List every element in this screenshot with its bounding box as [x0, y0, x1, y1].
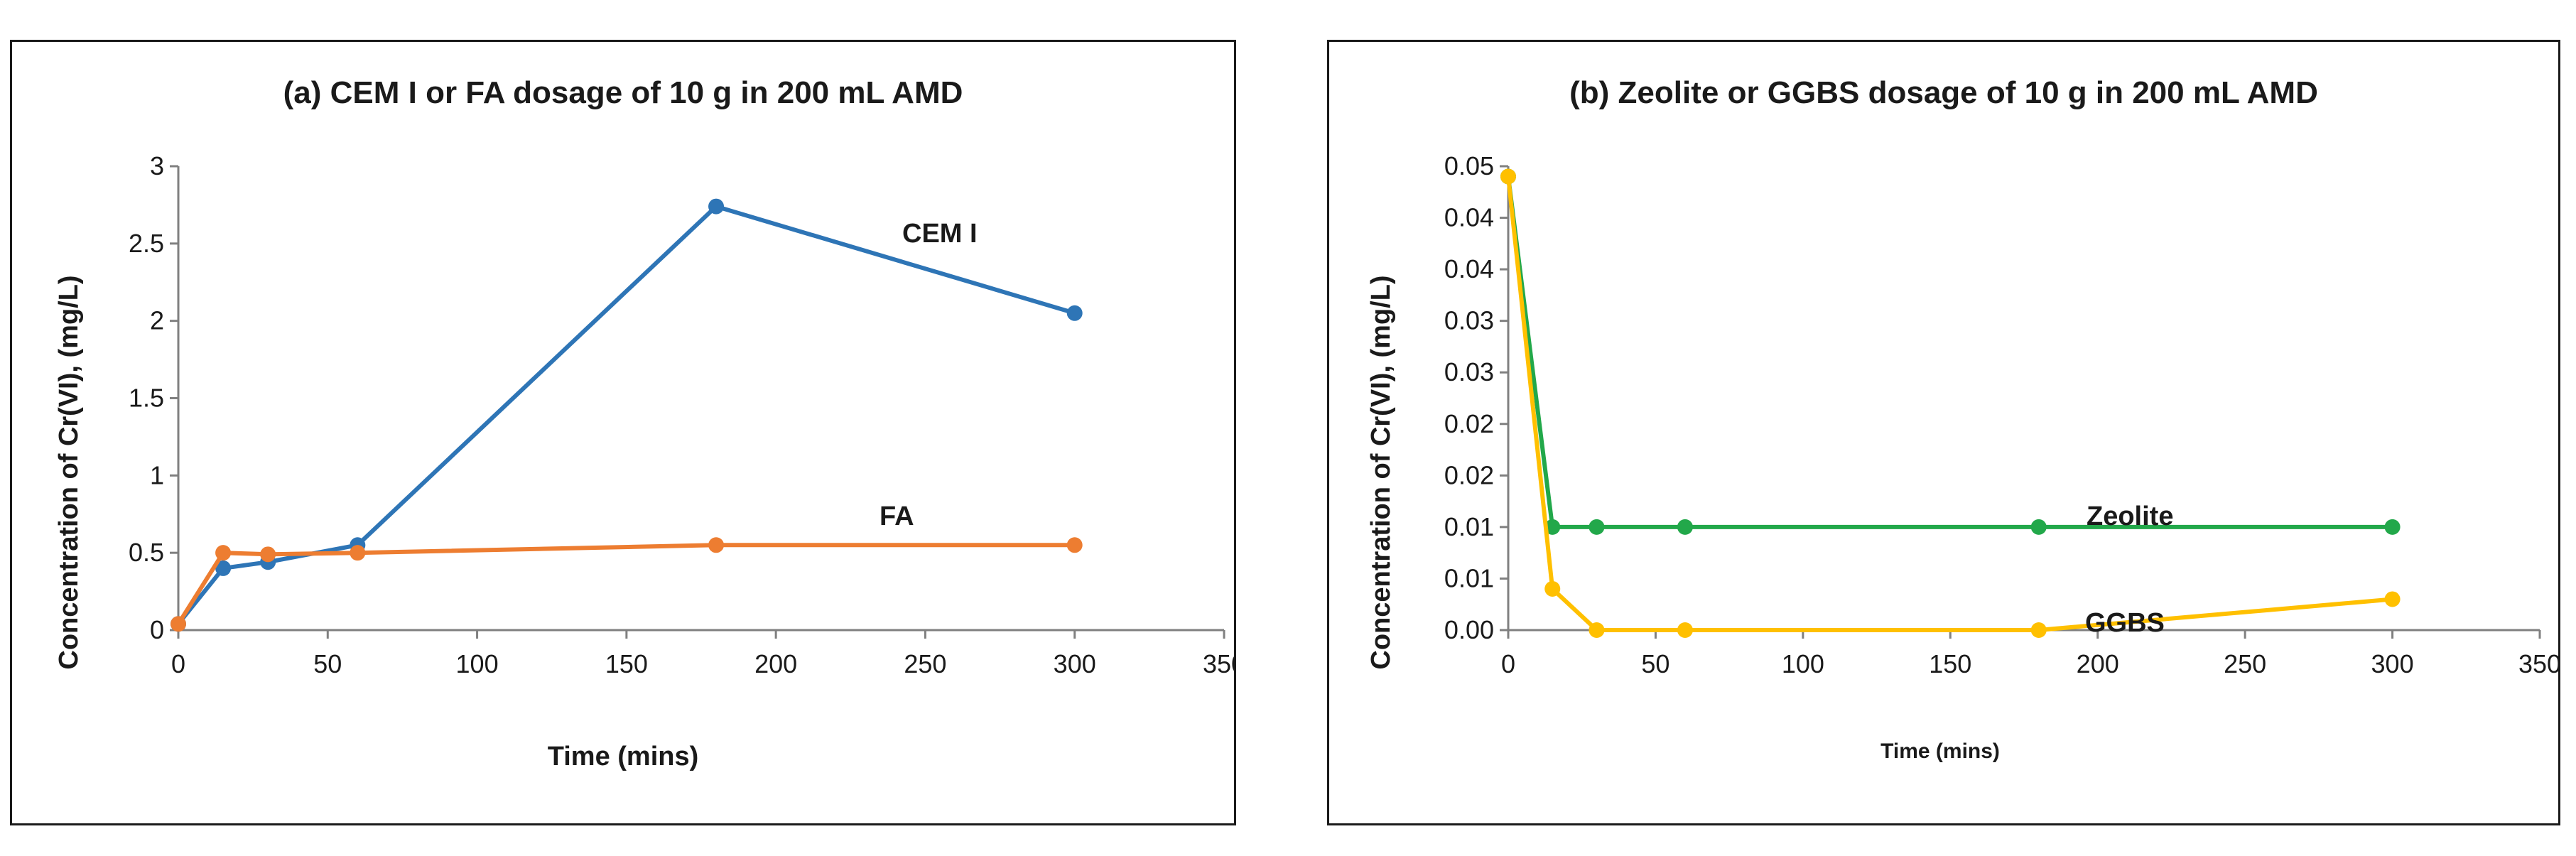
data-point-fa — [260, 546, 276, 563]
data-point-fa — [171, 616, 186, 632]
x-tick-label: 0 — [1501, 649, 1515, 678]
x-tick-label: 300 — [1054, 649, 1096, 678]
data-point-ggbs — [2384, 591, 2401, 607]
chart-a-x-axis-label: Time (mins) — [548, 742, 699, 771]
y-tick-label: 1.5 — [129, 384, 164, 413]
data-point-ggbs — [2030, 622, 2047, 638]
data-point-ggbs — [1677, 622, 1693, 638]
x-tick-label: 300 — [2371, 649, 2414, 678]
data-point-fa — [708, 537, 725, 553]
series-label-fa: FA — [880, 502, 914, 531]
data-point-zeolite — [2384, 519, 2401, 535]
data-point-ggbs — [1544, 580, 1561, 597]
y-tick-label: 0.01 — [1444, 512, 1494, 541]
chart-b-y-axis-label: Concentration of Cr(VI), (mg/L) — [1366, 275, 1396, 669]
data-point-fa — [215, 545, 232, 561]
x-tick-label: 350 — [1203, 649, 1234, 678]
x-tick-label: 250 — [904, 649, 946, 678]
y-tick-label: 3 — [150, 151, 164, 180]
chart-b-title: (b) Zeolite or GGBS dosage of 10 g in 20… — [1569, 75, 2318, 110]
y-tick-label: 0.01 — [1444, 563, 1494, 592]
series-line-cem-i — [176, 204, 1076, 626]
x-tick-label: 100 — [456, 649, 499, 678]
chart-b-x-axis: 0 50 100 150 200 250 300 350 — [1501, 629, 2558, 678]
y-tick-label: 0.02 — [1444, 409, 1494, 438]
chart-panel-a: (a) CEM I or FA dosage of 10 g in 200 mL… — [10, 40, 1236, 825]
data-point-cem-i — [708, 198, 725, 215]
y-tick-label: 0.03 — [1444, 306, 1494, 335]
chart-b-canvas: (b) Zeolite or GGBS dosage of 10 g in 20… — [1366, 75, 2558, 763]
data-point-ggbs — [1500, 168, 1516, 185]
x-tick-label: 50 — [1641, 649, 1669, 678]
y-tick-label: 0.05 — [1444, 151, 1494, 180]
chart-b-x-axis-label: Time (mins) — [1880, 739, 2000, 763]
data-point-ggbs — [1589, 622, 1605, 638]
chart-b-series-group — [1500, 168, 2401, 638]
chart-b-y-axis: 0.00 0.01 0.01 0.02 0.02 0.03 0.03 0.04 0.04 0.05 — [1444, 151, 1510, 644]
data-point-fa — [1066, 537, 1083, 553]
series-label-cem-i: CEM I — [902, 219, 978, 249]
y-tick-label: 1 — [150, 460, 164, 489]
data-point-zeolite — [1589, 519, 1605, 535]
chart-a-x-axis: 0 50 100 150 200 250 300 350 — [171, 629, 1234, 678]
x-tick-label: 100 — [1782, 649, 1824, 678]
series-line-zeolite — [1506, 176, 2393, 529]
series-label-zeolite: Zeolite — [2087, 502, 2173, 531]
chart-a-y-axis-label: Concentration of Cr(VI), (mg/L) — [54, 275, 84, 669]
data-point-zeolite — [2030, 519, 2047, 535]
x-tick-label: 250 — [2224, 649, 2266, 678]
y-tick-label: 0.5 — [129, 538, 164, 567]
chart-a-series-group — [171, 198, 1083, 632]
x-tick-label: 50 — [313, 649, 342, 678]
y-tick-label: 0.04 — [1444, 254, 1494, 283]
y-tick-label: 0.03 — [1444, 357, 1494, 386]
data-point-cem-i — [1066, 305, 1083, 321]
chart-a-title: (a) CEM I or FA dosage of 10 g in 200 mL… — [283, 75, 963, 110]
y-tick-label: 0.04 — [1444, 203, 1494, 232]
data-point-zeolite — [1544, 519, 1561, 535]
data-point-cem-i — [215, 560, 232, 576]
y-tick-label: 0.00 — [1444, 615, 1494, 644]
y-tick-label: 0 — [150, 615, 164, 644]
x-tick-label: 200 — [754, 649, 797, 678]
x-tick-label: 150 — [1929, 649, 1971, 678]
data-point-zeolite — [1677, 519, 1693, 535]
chart-panel-b: (b) Zeolite or GGBS dosage of 10 g in 20… — [1327, 40, 2560, 825]
chart-a-canvas: (a) CEM I or FA dosage of 10 g in 200 mL… — [54, 75, 1234, 771]
x-tick-label: 350 — [2518, 649, 2558, 678]
y-tick-label: 2.5 — [129, 229, 164, 258]
data-point-fa — [350, 545, 366, 561]
x-tick-label: 200 — [2077, 649, 2119, 678]
series-line-ggbs — [1506, 176, 2393, 632]
y-tick-label: 0.02 — [1444, 460, 1494, 489]
series-line-fa — [176, 543, 1075, 625]
series-label-ggbs: GGBS — [2085, 608, 2165, 638]
x-tick-label: 150 — [605, 649, 648, 678]
chart-a-y-axis: 0 0.5 1 1.5 2 2.5 3 — [129, 151, 180, 644]
y-tick-label: 2 — [150, 306, 164, 335]
x-tick-label: 0 — [171, 649, 185, 678]
